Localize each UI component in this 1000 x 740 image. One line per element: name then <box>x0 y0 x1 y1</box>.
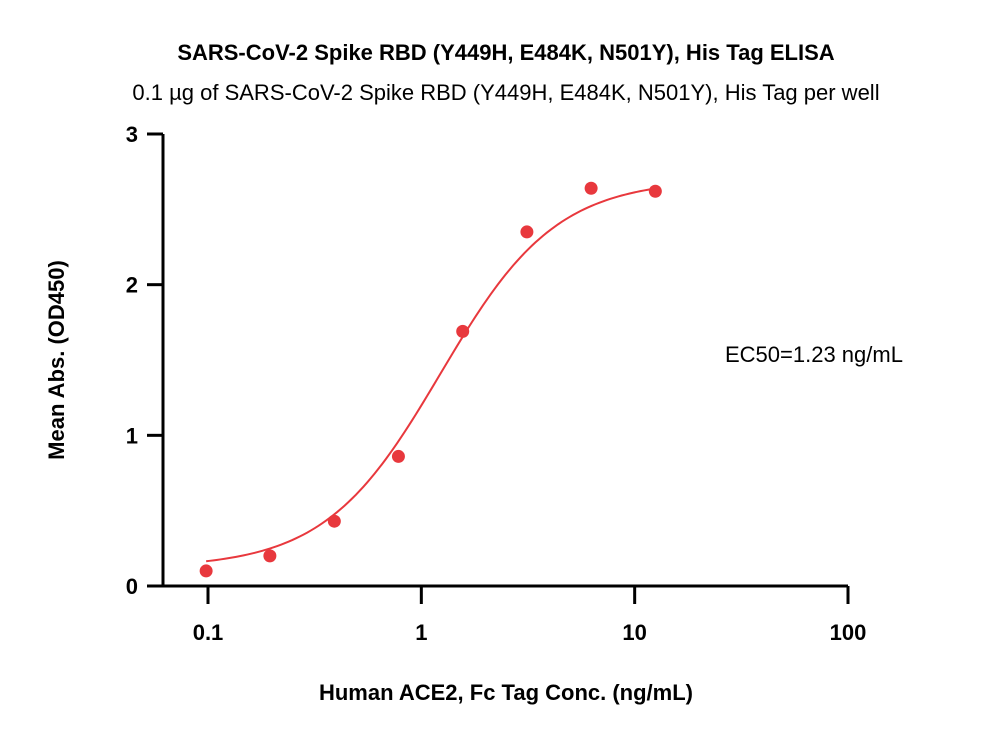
y-axis-label: Mean Abs. (OD450) <box>44 260 69 460</box>
y-ticks: 0 1 2 3 <box>126 122 163 599</box>
y-tick-label: 3 <box>126 122 138 147</box>
x-tick-label: 10 <box>622 620 646 645</box>
chart-title: SARS-CoV-2 Spike RBD (Y449H, E484K, N501… <box>177 40 834 65</box>
x-tick-label: 0.1 <box>193 620 224 645</box>
x-tick-label: 1 <box>415 620 427 645</box>
fit-curve-layer <box>206 187 656 563</box>
y-tick-label: 1 <box>126 423 138 448</box>
y-tick-label: 2 <box>126 273 138 298</box>
x-ticks: 0.1 1 10 100 <box>193 586 867 645</box>
data-point <box>263 549 277 563</box>
x-tick-label: 100 <box>830 620 867 645</box>
data-point <box>391 449 405 463</box>
ec50-annotation: EC50=1.23 ng/mL <box>725 342 903 367</box>
plot-area: 0 1 2 3 0.1 1 10 100 <box>126 122 867 645</box>
data-point <box>584 181 598 195</box>
data-point <box>327 514 341 528</box>
data-points-layer <box>199 181 662 578</box>
data-point <box>520 225 534 239</box>
fit-curve <box>206 187 656 563</box>
data-point <box>648 184 662 198</box>
y-tick-label: 0 <box>126 574 138 599</box>
data-point <box>456 324 470 338</box>
chart-subtitle: 0.1 µg of SARS-CoV-2 Spike RBD (Y449H, E… <box>132 80 879 105</box>
data-point <box>199 564 213 578</box>
x-axis-label: Human ACE2, Fc Tag Conc. (ng/mL) <box>319 680 693 705</box>
axes <box>147 134 848 588</box>
